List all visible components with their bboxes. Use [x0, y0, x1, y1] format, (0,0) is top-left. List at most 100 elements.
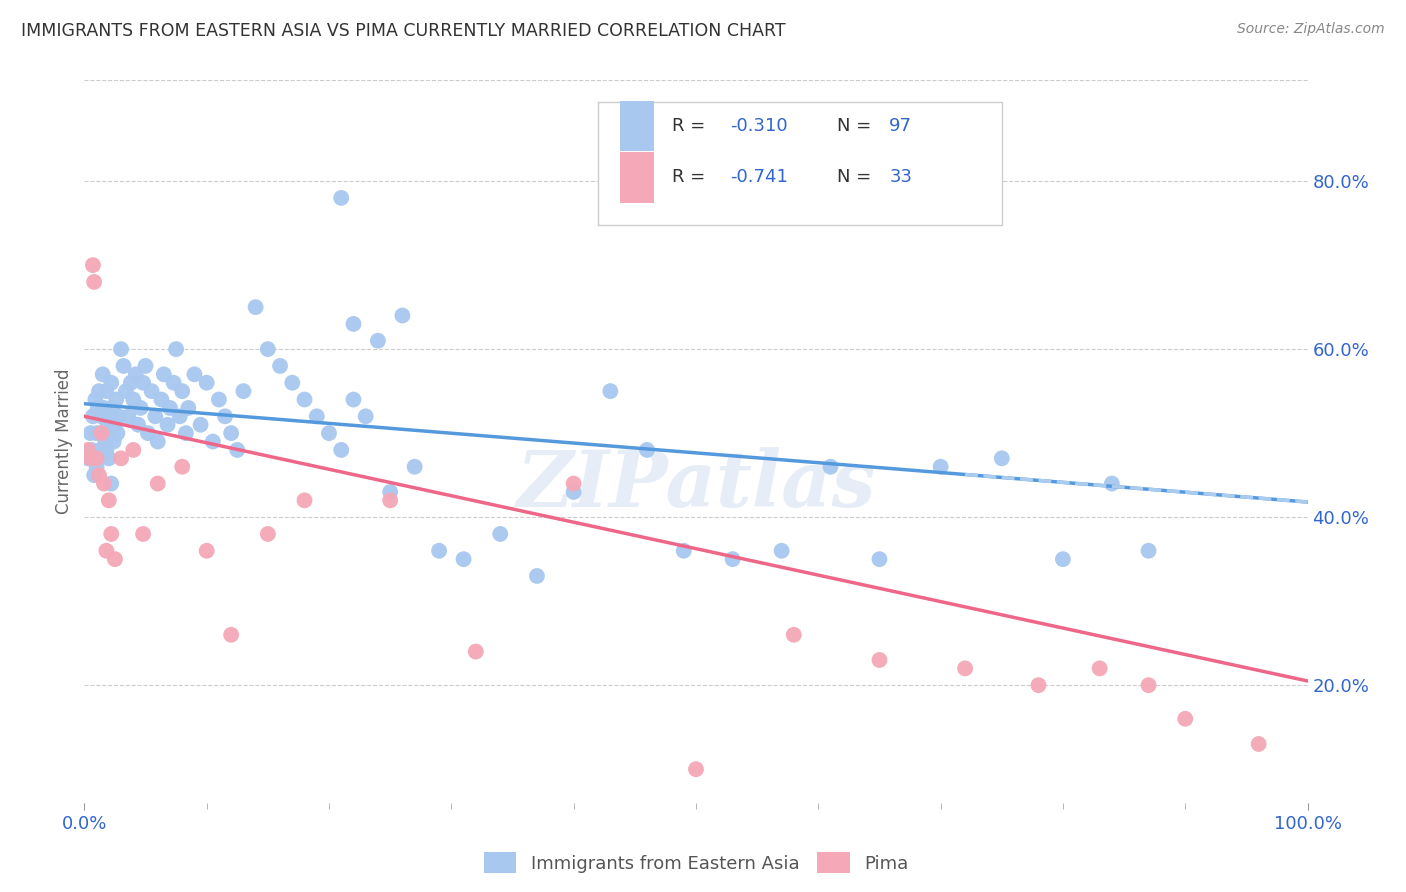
Point [226, 442, 249, 457]
Point [380, 485, 402, 500]
Point [103, 434, 125, 449]
Point [96, 442, 118, 457]
Point [107, 409, 129, 424]
Point [232, 384, 254, 398]
Point [127, 417, 149, 432]
Point [122, 392, 145, 407]
Point [159, 401, 181, 415]
Point [82, 258, 104, 272]
Point [770, 543, 793, 558]
Point [257, 527, 280, 541]
Point [281, 376, 304, 390]
Text: 33: 33 [889, 169, 912, 186]
Point [125, 368, 148, 382]
Point [783, 628, 806, 642]
Point [453, 552, 475, 566]
Point [96, 384, 118, 398]
Point [820, 459, 842, 474]
Point [172, 459, 194, 474]
Bar [620, 153, 654, 202]
Point [87, 401, 110, 415]
Point [96, 543, 118, 558]
Point [94, 434, 117, 449]
Point [174, 426, 197, 441]
Point [79, 451, 101, 466]
Point [464, 644, 486, 658]
Point [163, 376, 186, 390]
Point [1247, 737, 1270, 751]
Point [112, 359, 135, 373]
Text: N =: N = [837, 169, 876, 186]
Point [84, 392, 107, 407]
Point [97, 451, 120, 466]
Point [115, 384, 138, 398]
Text: N =: N = [837, 117, 876, 135]
Point [129, 401, 152, 415]
Point [100, 376, 122, 390]
Point [953, 661, 976, 675]
Point [100, 527, 122, 541]
Point [87, 468, 110, 483]
Point [98, 426, 121, 441]
Point [86, 426, 108, 441]
Point [136, 426, 159, 441]
Point [318, 426, 340, 441]
Point [201, 434, 224, 449]
Point [105, 426, 128, 441]
Point [991, 451, 1014, 466]
Point [636, 442, 658, 457]
Point [90, 426, 112, 441]
Point [562, 476, 585, 491]
Point [91, 368, 114, 382]
Text: -0.741: -0.741 [730, 169, 789, 186]
Point [562, 485, 585, 500]
Point [177, 401, 200, 415]
Point [105, 392, 128, 407]
Point [245, 300, 267, 314]
Point [190, 417, 212, 432]
Point [86, 459, 108, 474]
Point [1088, 661, 1111, 675]
Text: R =: R = [672, 117, 710, 135]
Point [1174, 712, 1197, 726]
Point [305, 409, 328, 424]
Point [97, 493, 120, 508]
Point [219, 628, 242, 642]
Point [153, 368, 176, 382]
Point [1137, 678, 1160, 692]
Point [294, 392, 316, 407]
Point [214, 409, 236, 424]
Point [172, 384, 194, 398]
Point [87, 384, 110, 398]
Text: IMMIGRANTS FROM EASTERN ASIA VS PIMA CURRENTLY MARRIED CORRELATION CHART: IMMIGRANTS FROM EASTERN ASIA VS PIMA CUR… [21, 22, 786, 40]
Point [93, 401, 115, 415]
Point [1052, 552, 1074, 566]
Point [367, 334, 389, 348]
Point [489, 527, 512, 541]
Point [143, 409, 166, 424]
Point [219, 426, 242, 441]
Point [195, 376, 218, 390]
Point [132, 376, 155, 390]
Point [195, 543, 218, 558]
Point [100, 476, 122, 491]
Point [342, 317, 364, 331]
Point [150, 392, 173, 407]
Point [135, 359, 157, 373]
Point [79, 426, 101, 441]
Point [122, 442, 145, 457]
Point [146, 476, 169, 491]
Point [208, 392, 231, 407]
Point [104, 417, 127, 432]
Text: 97: 97 [889, 117, 912, 135]
Point [77, 442, 100, 457]
Point [1101, 476, 1123, 491]
Point [1137, 543, 1160, 558]
Point [146, 434, 169, 449]
Point [80, 442, 103, 457]
Text: Source: ZipAtlas.com: Source: ZipAtlas.com [1237, 22, 1385, 37]
Point [599, 384, 621, 398]
Point [101, 401, 124, 415]
Point [330, 442, 353, 457]
Point [526, 569, 548, 583]
